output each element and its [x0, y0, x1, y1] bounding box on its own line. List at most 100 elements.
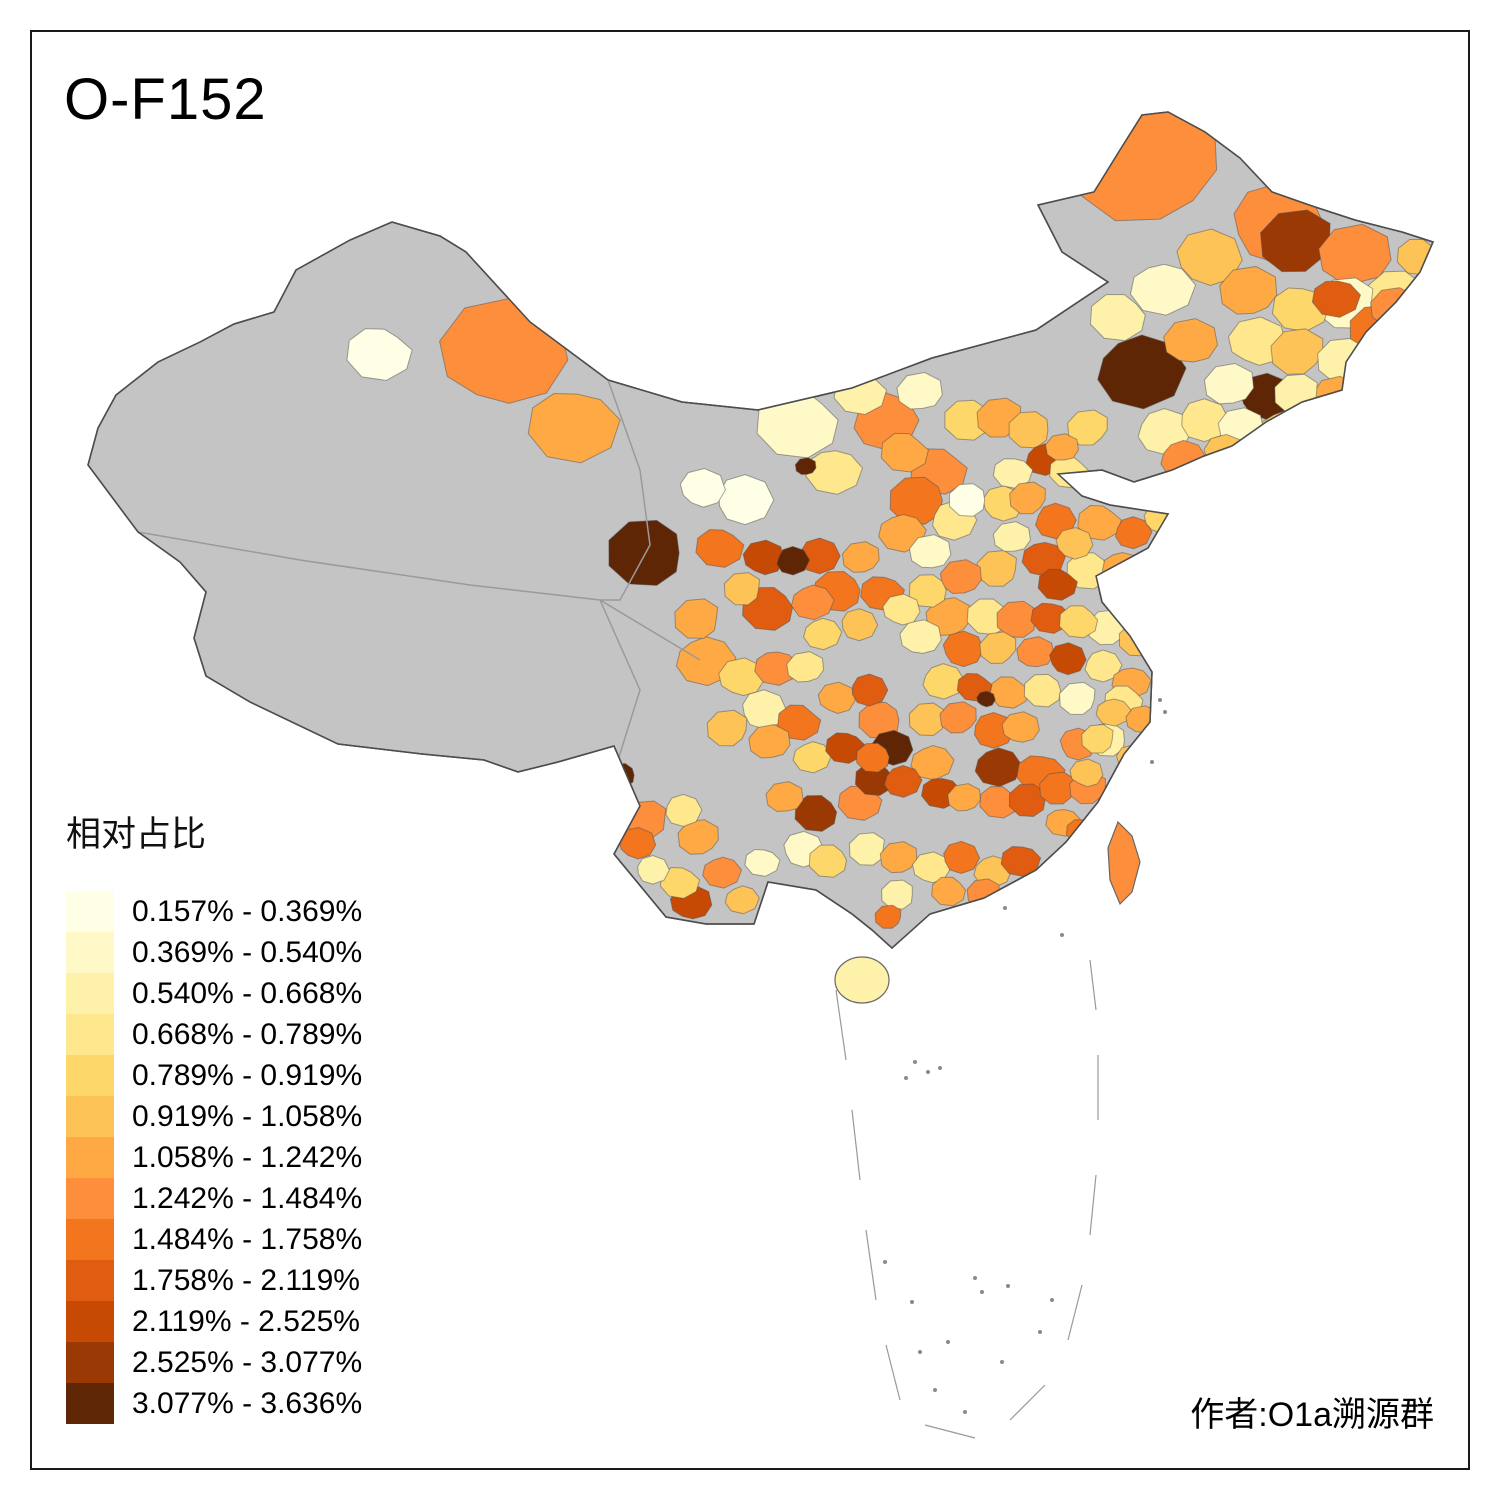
map-region	[874, 904, 902, 929]
map-region	[880, 432, 929, 473]
map-region	[1009, 481, 1046, 515]
map-region	[1095, 698, 1132, 727]
island-dot	[973, 1276, 977, 1280]
legend-row: 0.919% - 1.058%	[66, 1096, 362, 1137]
map-region	[817, 681, 856, 715]
taiwan-region	[1107, 820, 1141, 906]
map-region	[908, 702, 945, 737]
island-dot	[883, 1260, 887, 1264]
page-title: O-F152	[64, 67, 267, 132]
island-dot	[1006, 1284, 1010, 1288]
island-dot	[904, 1076, 908, 1080]
island-dot	[980, 1290, 984, 1294]
map-region	[996, 600, 1036, 638]
map-region	[1219, 265, 1278, 315]
map-region	[1023, 673, 1062, 708]
map-region	[776, 545, 811, 576]
map-region	[724, 885, 760, 915]
sea-boundary-dash	[924, 1424, 976, 1439]
legend-row: 0.369% - 0.540%	[66, 932, 362, 973]
legend-swatch	[66, 891, 114, 932]
map-region	[889, 476, 943, 525]
map-region	[754, 651, 799, 686]
map-region	[1176, 228, 1243, 286]
map-region	[1260, 209, 1331, 273]
map-region	[908, 574, 947, 608]
legend-label: 2.525% - 3.077%	[132, 1345, 363, 1379]
legend-rows: 0.157% - 0.369% 0.369% - 0.540% 0.540% - 0…	[66, 891, 362, 1424]
map-region	[841, 608, 879, 642]
island-dot	[938, 1066, 942, 1070]
map-region	[992, 521, 1031, 552]
map-region	[1059, 605, 1099, 639]
map-region	[1066, 409, 1108, 446]
map-region	[1037, 568, 1078, 601]
island-dot	[1000, 1360, 1004, 1364]
map-region	[948, 483, 986, 517]
map-region	[974, 747, 1023, 788]
map-region	[899, 619, 942, 654]
island-dot	[913, 1060, 917, 1064]
legend-swatch	[66, 1055, 114, 1096]
map-region	[679, 468, 726, 508]
legend-swatch	[66, 973, 114, 1014]
province-border	[137, 531, 701, 661]
map-region	[790, 584, 835, 621]
map-region	[1044, 433, 1080, 461]
legend: 相对占比 0.157% - 0.369% 0.369% - 0.540% 0.540…	[66, 806, 362, 1424]
legend-label: 0.157% - 0.369%	[132, 894, 363, 928]
legend-swatch	[66, 1137, 114, 1178]
island-dot	[1038, 1330, 1042, 1334]
legend-swatch	[66, 1342, 114, 1383]
map-region	[706, 709, 748, 747]
map-region	[1097, 334, 1187, 410]
map-region	[608, 519, 680, 586]
sea-boundary-dash	[1067, 1284, 1083, 1341]
legend-label: 1.058% - 1.242%	[132, 1140, 363, 1174]
map-region	[1058, 681, 1096, 715]
legend-label: 0.369% - 0.540%	[132, 935, 363, 969]
map-region	[939, 701, 977, 734]
legend-label: 1.242% - 1.484%	[132, 1181, 363, 1215]
map-region	[944, 399, 989, 441]
map-region	[896, 372, 943, 410]
legend-swatch	[66, 932, 114, 973]
map-region	[931, 876, 967, 907]
legend-title: 相对占比	[66, 815, 207, 854]
map-region	[943, 840, 981, 875]
legend-row: 0.157% - 0.369%	[66, 891, 362, 932]
map-region	[1203, 362, 1255, 405]
map-region	[695, 529, 745, 568]
island-dot	[933, 1388, 937, 1392]
legend-swatch	[66, 1301, 114, 1342]
island-dot	[946, 1340, 950, 1344]
map-region	[637, 855, 670, 885]
map-region	[1008, 411, 1049, 449]
legend-swatch	[66, 1260, 114, 1301]
map-region	[744, 848, 781, 877]
island-dot	[926, 1070, 930, 1074]
map-region	[1008, 783, 1046, 817]
national-outline	[87, 111, 1435, 950]
legend-row: 1.484% - 1.758%	[66, 1219, 362, 1260]
legend-label: 1.758% - 2.119%	[132, 1263, 360, 1297]
map-region	[879, 841, 918, 874]
map-region	[882, 593, 921, 626]
map-region	[808, 844, 848, 878]
hainan-region	[834, 956, 890, 1004]
attribution: 作者:O1a溯源群	[1190, 1396, 1434, 1434]
island-dot	[910, 1300, 914, 1304]
map-region	[1089, 293, 1146, 342]
map-region	[618, 826, 657, 860]
legend-row: 1.242% - 1.484%	[66, 1178, 362, 1219]
legend-row: 1.758% - 2.119%	[66, 1260, 362, 1301]
map-region	[942, 630, 985, 668]
legend-row: 3.077% - 3.636%	[66, 1383, 362, 1424]
map-region	[527, 393, 621, 464]
map-region	[825, 732, 866, 764]
map-region	[851, 673, 889, 707]
island-dot	[1003, 906, 1007, 910]
sea-boundary-dash	[865, 1229, 877, 1301]
map-region	[1270, 328, 1324, 375]
legend-row: 1.058% - 1.242%	[66, 1137, 362, 1178]
